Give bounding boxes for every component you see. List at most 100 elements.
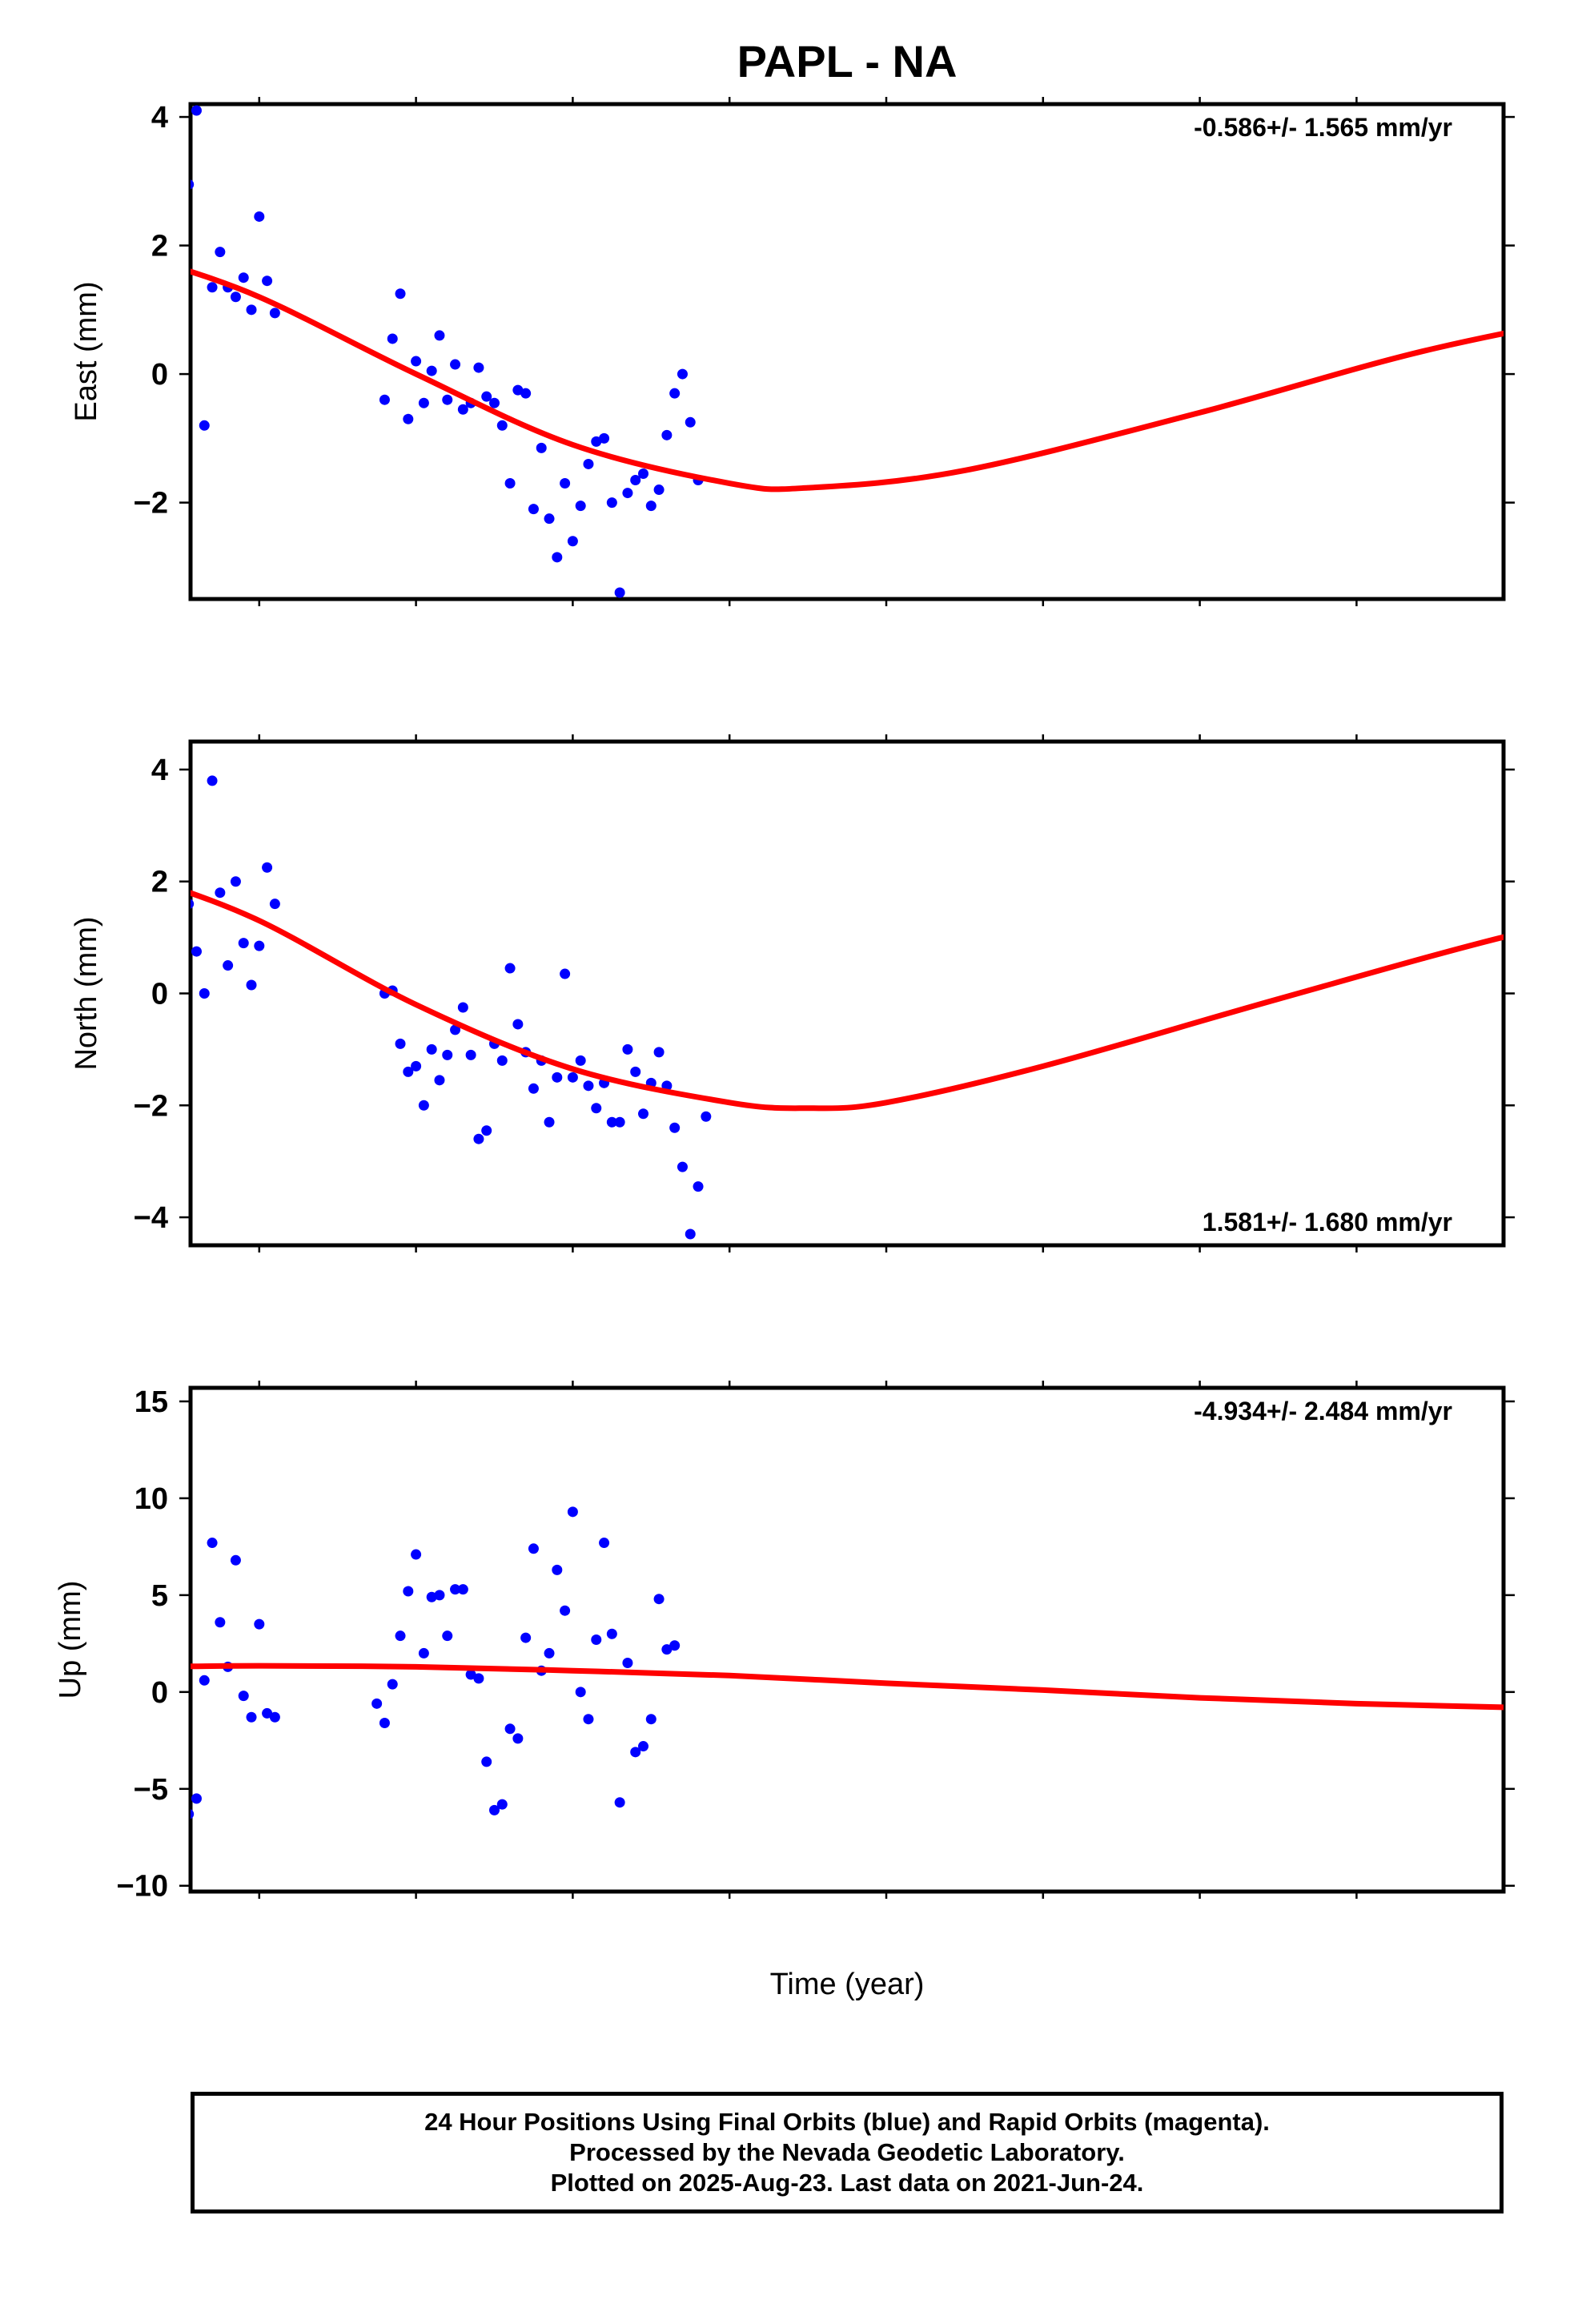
data-point (168, 1687, 179, 1697)
data-point (591, 1103, 602, 1114)
data-point (606, 1628, 617, 1639)
y-tick-label: 4 (151, 754, 168, 787)
data-point (411, 1549, 422, 1560)
data-point (152, 848, 163, 858)
data-point (238, 272, 249, 283)
data-point (144, 1716, 155, 1727)
y-tick-label: −2 (134, 487, 168, 521)
y-tick-label: 2 (151, 866, 168, 899)
data-point (669, 1640, 681, 1651)
data-point (473, 1133, 484, 1144)
data-point (387, 1679, 398, 1690)
data-point (552, 1072, 563, 1083)
data-point (638, 468, 649, 479)
data-point (160, 848, 171, 858)
data-point (528, 1543, 539, 1554)
data-point (434, 1075, 445, 1086)
data-point (269, 308, 280, 319)
data-point (403, 413, 414, 424)
data-point (575, 501, 586, 512)
data-point (426, 365, 437, 376)
data-point (622, 1043, 633, 1055)
data-point (269, 899, 280, 910)
data-point (567, 1072, 578, 1083)
data-point (457, 404, 468, 415)
data-point (269, 1711, 280, 1723)
data-point (246, 1711, 257, 1723)
data-point (387, 333, 398, 344)
data-point (645, 1714, 656, 1725)
data-point (481, 1756, 492, 1767)
data-point (496, 1799, 508, 1810)
data-point (191, 179, 195, 190)
data-point (504, 478, 516, 489)
data-point (442, 1049, 453, 1060)
data-point (544, 1647, 555, 1659)
data-point (645, 501, 656, 512)
chart-title: PAPL - NA (737, 36, 958, 86)
data-point (379, 1718, 390, 1729)
panel-frame (188, 1385, 1506, 1894)
data-point (614, 587, 625, 598)
y-tick-label: −2 (134, 1089, 168, 1123)
data-point (175, 1658, 186, 1668)
y-tick-label: 0 (151, 978, 168, 1011)
data-point (450, 1024, 461, 1035)
data-point (473, 1673, 484, 1684)
y-tick-label: 10 (135, 1482, 168, 1516)
data-point (661, 1644, 673, 1655)
data-point (246, 979, 257, 991)
data-point (207, 775, 218, 786)
data-point (442, 394, 453, 405)
panel-frame (188, 102, 1506, 601)
data-point (653, 1594, 665, 1605)
data-point (583, 1714, 594, 1725)
data-point (685, 416, 696, 428)
data-point (560, 1605, 571, 1616)
data-point (215, 887, 226, 899)
data-point (411, 1060, 422, 1072)
data-point (520, 388, 532, 399)
y-axis-label: East (mm) (70, 281, 103, 421)
data-point (418, 1647, 429, 1659)
data-point (457, 1002, 468, 1013)
data-point (434, 330, 445, 341)
data-point (254, 1618, 265, 1630)
data-point (175, 266, 186, 276)
data-point (418, 397, 429, 408)
data-point (583, 458, 594, 469)
data-point (191, 946, 202, 957)
data-point (677, 368, 688, 380)
data-point (575, 1055, 586, 1066)
data-points (168, 105, 704, 598)
y-axis-label: North (mm) (70, 916, 103, 1070)
y-tick-label: −5 (134, 1773, 168, 1807)
data-point (262, 862, 273, 873)
data-point (395, 1038, 406, 1049)
data-point (512, 384, 524, 396)
data-point (653, 485, 665, 496)
fit-curve (191, 268, 1504, 493)
data-point (371, 1698, 383, 1709)
data-point (653, 1047, 665, 1058)
data-point (262, 1707, 273, 1719)
data-point (677, 1161, 688, 1172)
data-point (630, 1747, 641, 1758)
data-point (457, 1584, 468, 1595)
data-point (496, 1055, 508, 1066)
data-point (411, 356, 422, 367)
rate-annotation: -0.586+/- 1.565 mm/yr (1194, 113, 1452, 142)
data-point (599, 432, 610, 444)
data-point (403, 1066, 414, 1077)
data-point (403, 1586, 414, 1597)
data-point (168, 253, 179, 263)
caption-line-1: 24 Hour Positions Using Final Orbits (bl… (424, 2108, 1270, 2136)
y-tick-label: 15 (135, 1385, 168, 1419)
data-point (528, 1083, 539, 1094)
data-point (575, 1687, 586, 1698)
data-point (230, 1554, 241, 1566)
data-point (191, 1793, 202, 1804)
